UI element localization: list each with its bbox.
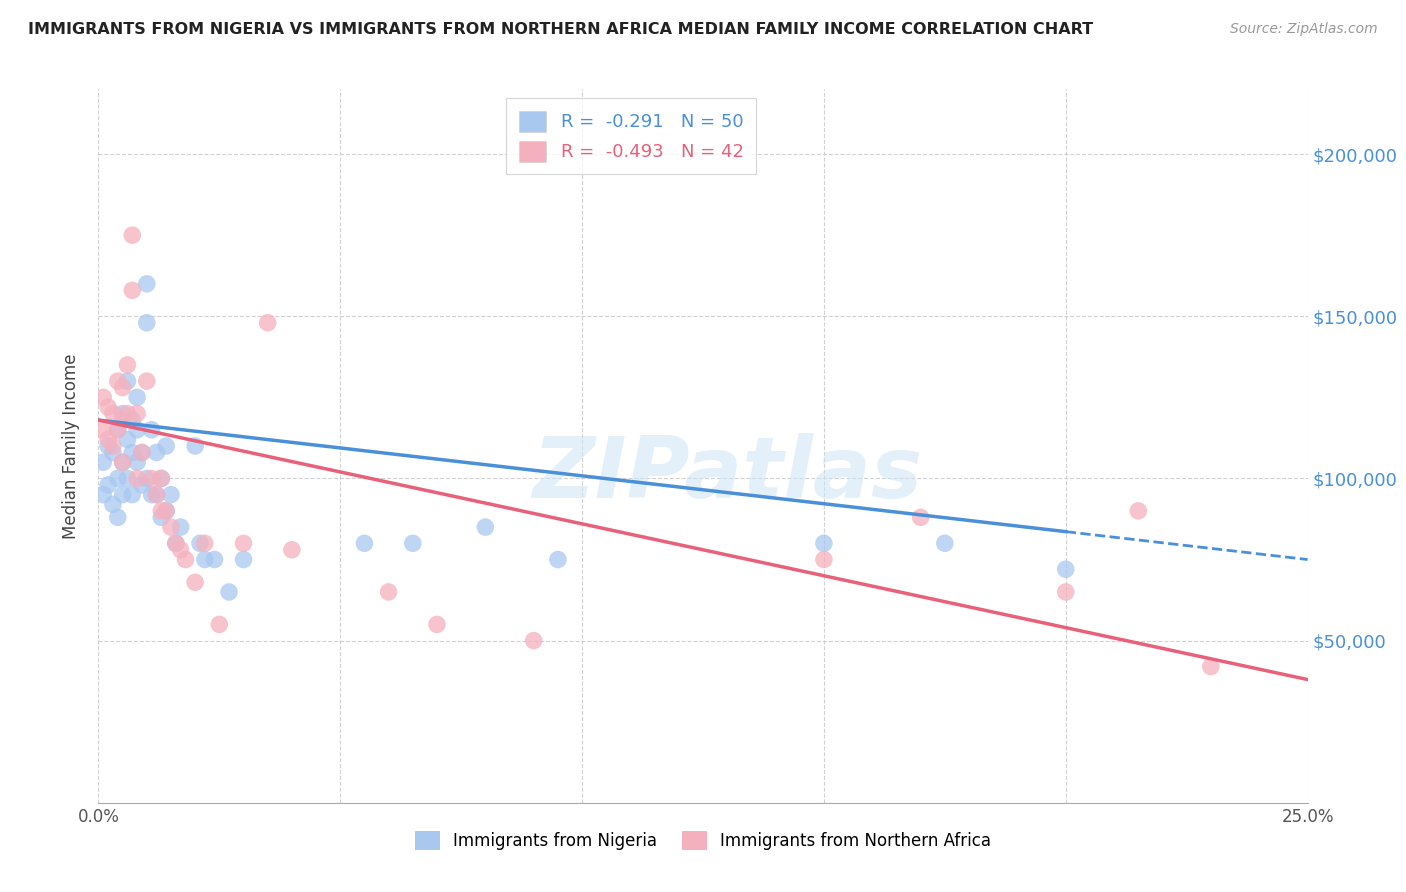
Point (218, 585, 240, 599)
Point (150, 510, 173, 524)
Point (232, 552, 254, 566)
Point (194, 536, 217, 550)
Point (353, 536, 375, 550)
Point (194, 552, 217, 566)
Point (91, 423, 114, 437)
Point (1054, 562, 1077, 576)
Point (107, 510, 129, 524)
Point (135, 374, 157, 388)
Point (165, 536, 187, 550)
Point (150, 471, 173, 485)
Point (204, 552, 226, 566)
Point (281, 542, 304, 557)
Point (256, 316, 278, 330)
Point (208, 617, 231, 632)
Point (150, 504, 173, 518)
Point (160, 488, 183, 502)
Point (169, 520, 191, 534)
Point (188, 536, 211, 550)
Point (127, 390, 149, 404)
Point (127, 407, 149, 421)
Point (97, 439, 120, 453)
Point (174, 552, 197, 566)
Point (121, 283, 143, 297)
Point (145, 488, 167, 502)
Point (1199, 659, 1222, 673)
Point (155, 504, 177, 518)
Point (97, 400, 120, 414)
Point (523, 633, 546, 648)
Point (91, 390, 114, 404)
Point (145, 445, 167, 459)
Point (91, 455, 114, 469)
Point (111, 413, 134, 427)
Point (232, 536, 254, 550)
Point (121, 413, 143, 427)
Point (111, 455, 134, 469)
Text: IMMIGRANTS FROM NIGERIA VS IMMIGRANTS FROM NORTHERN AFRICA MEDIAN FAMILY INCOME : IMMIGRANTS FROM NIGERIA VS IMMIGRANTS FR… (28, 22, 1094, 37)
Point (131, 445, 153, 459)
Point (117, 433, 139, 447)
Point (107, 423, 129, 437)
Point (101, 445, 124, 459)
Point (426, 617, 449, 632)
Point (101, 439, 124, 453)
Point (101, 407, 124, 421)
Point (91, 488, 114, 502)
Legend: Immigrants from Nigeria, Immigrants from Northern Africa: Immigrants from Nigeria, Immigrants from… (406, 822, 1000, 859)
Point (121, 488, 143, 502)
Point (165, 536, 187, 550)
Point (131, 445, 153, 459)
Y-axis label: Median Family Income: Median Family Income (62, 353, 80, 539)
Point (135, 277, 157, 291)
Point (121, 228, 143, 243)
Point (117, 358, 139, 372)
Point (111, 488, 134, 502)
Point (141, 488, 163, 502)
Point (1128, 504, 1150, 518)
Point (1054, 585, 1077, 599)
Point (111, 381, 134, 395)
Point (107, 471, 129, 485)
Point (910, 510, 932, 524)
Point (474, 520, 496, 534)
Point (117, 407, 139, 421)
Point (117, 471, 139, 485)
Point (107, 374, 129, 388)
Point (934, 536, 956, 550)
Point (155, 504, 177, 518)
Point (184, 439, 207, 453)
Point (131, 478, 153, 492)
Point (127, 423, 149, 437)
Point (135, 316, 157, 330)
Point (141, 471, 163, 485)
Point (155, 439, 177, 453)
Point (97, 478, 120, 492)
Point (813, 552, 835, 566)
Point (145, 488, 167, 502)
Point (160, 520, 183, 534)
Point (121, 445, 143, 459)
Text: Source: ZipAtlas.com: Source: ZipAtlas.com (1230, 22, 1378, 37)
Point (111, 407, 134, 421)
Point (97, 433, 120, 447)
Point (184, 575, 207, 590)
Point (547, 552, 569, 566)
Text: ZIPatlas: ZIPatlas (531, 433, 922, 516)
Point (117, 374, 139, 388)
Point (107, 423, 129, 437)
Point (101, 497, 124, 511)
Point (127, 455, 149, 469)
Point (377, 585, 399, 599)
Point (169, 542, 191, 557)
Point (150, 471, 173, 485)
Point (127, 471, 149, 485)
Point (813, 536, 835, 550)
Point (141, 423, 163, 437)
Point (111, 455, 134, 469)
Point (402, 536, 425, 550)
Point (135, 471, 157, 485)
